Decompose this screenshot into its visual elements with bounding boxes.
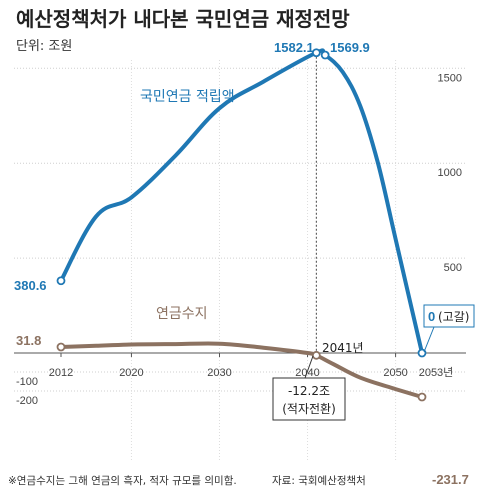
x-tick-label: 2020 (119, 367, 143, 379)
y-tick-label: -100 (16, 376, 38, 388)
label-reserve-end: 0 (428, 309, 435, 324)
x-tick-label: 2030 (207, 367, 231, 379)
y-tick-label: 1500 (438, 72, 462, 84)
footnote: ※연금수지는 그해 연금의 흑자, 적자 규모를 의미함. (8, 474, 237, 487)
marker-balance (56, 342, 66, 352)
marker-balance (311, 350, 321, 360)
x-axis-ticks: 2012 2020 2030 2040 2050 2053년 (49, 353, 454, 379)
marker-reserve (311, 48, 321, 58)
y-axis-ticks: 1500 1000 500 -100 -200 (16, 72, 462, 407)
label-reserve-start: 380.6 (14, 278, 47, 293)
marker-reserve (417, 348, 427, 358)
label-reserve-end-note: (고갈) (438, 310, 469, 324)
label-reserve-peak2: 1569.9 (330, 40, 370, 55)
series-line-balance (59, 341, 424, 399)
chart-unit: 단위: 조원 (16, 39, 72, 54)
x-tick-label: 2053년 (419, 366, 454, 379)
marker-reserve (320, 50, 330, 60)
deficit-callout-box (272, 377, 346, 421)
depletion-callout-box (423, 304, 475, 328)
x-tick-label: 2050 (383, 367, 407, 379)
gridlines (14, 60, 466, 460)
label-turn-year: 2041년 (322, 341, 364, 355)
label-balance-end: -231.7 (432, 472, 469, 487)
deficit-callout-pointer (304, 355, 314, 379)
label-balance-start: 31.8 (16, 333, 41, 348)
y-tick-label: 1000 (438, 167, 462, 179)
chart-title: 예산정책처가 내다본 국민연금 재정전망 (16, 7, 350, 31)
label-turn-value: -12.2조 (288, 384, 330, 398)
x-tick-label: 2040 (295, 367, 319, 379)
label-turn-note: (적자전환) (282, 402, 336, 416)
label-reserve-peak: 1582.1 (274, 40, 314, 55)
marker-balance (417, 392, 427, 402)
data-markers (56, 48, 427, 402)
x-tick-label: 2012 (49, 367, 73, 379)
y-tick-label: 500 (444, 262, 462, 274)
depletion-callout-pointer (423, 326, 435, 353)
y-tick-label: -200 (16, 395, 38, 407)
series-name-reserve: 국민연금 적립액 (140, 89, 235, 105)
series-name-balance: 연금수지 (156, 306, 208, 322)
source-note: 자료: 국회예산정책처 (272, 474, 366, 487)
series-line-reserve (59, 48, 424, 355)
marker-reserve (56, 276, 66, 286)
